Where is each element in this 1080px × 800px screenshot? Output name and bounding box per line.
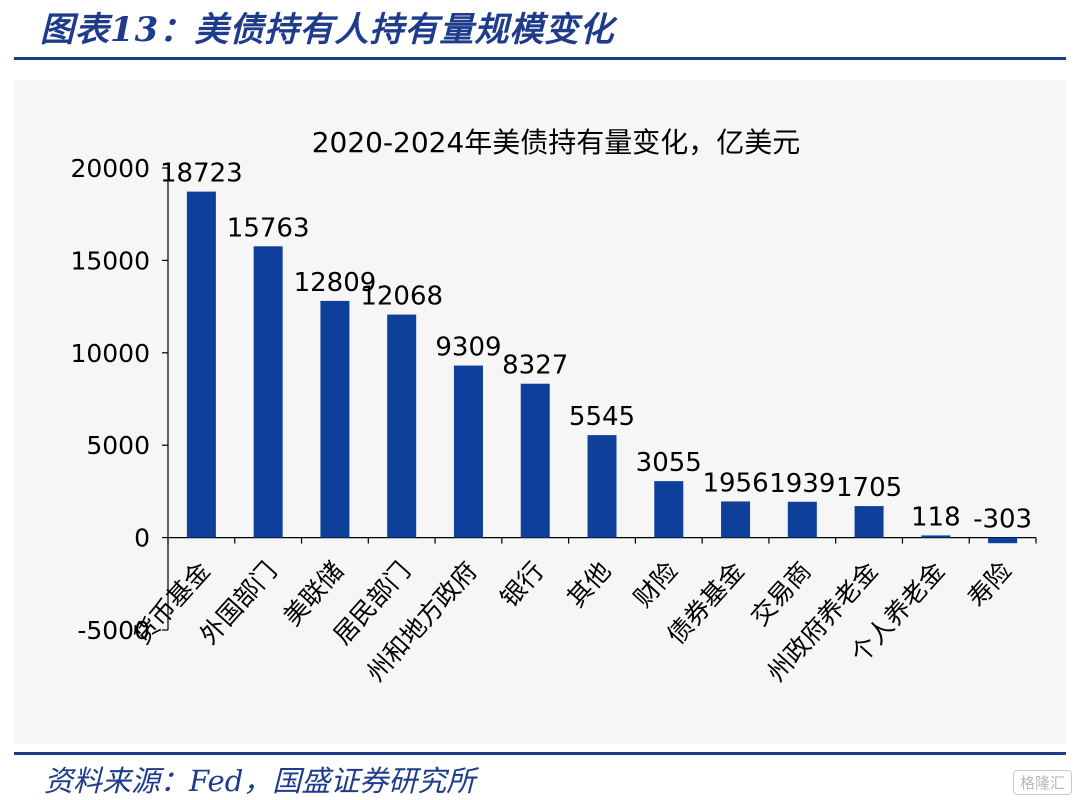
bar: [520, 383, 550, 538]
data-label: 3055: [636, 448, 702, 478]
data-label: 18723: [160, 159, 243, 189]
data-label: 12068: [360, 282, 443, 312]
data-label: 1939: [769, 469, 835, 499]
y-tick-label: 15000: [70, 246, 150, 275]
data-label: 9309: [435, 333, 501, 363]
y-tick-label: 0: [134, 524, 150, 553]
data-label: -303: [973, 505, 1032, 535]
bar: [787, 501, 817, 538]
data-label: 5545: [569, 402, 635, 432]
chart-title: 2020-2024年美债持有量变化，亿美元: [312, 126, 801, 159]
bar: [654, 481, 684, 538]
category-label: 财险: [628, 556, 683, 613]
data-label: 118: [911, 502, 961, 532]
data-label: 12809: [294, 268, 377, 298]
y-tick-label: 20000: [70, 154, 150, 183]
data-label: 1956: [702, 468, 768, 498]
axes: -5000 0 5000 10000 15000 20000: [70, 154, 1037, 645]
bar: [320, 300, 350, 538]
bar: [186, 191, 216, 538]
y-tick-label: 10000: [70, 339, 150, 368]
category-label: 其他: [561, 556, 616, 613]
bars-group: [186, 191, 1018, 544]
data-label: 15763: [227, 213, 310, 243]
bar: [387, 314, 417, 538]
top-rule: [14, 57, 1066, 60]
data-label: 1705: [836, 473, 902, 503]
category-label: 银行: [495, 556, 550, 613]
bar: [854, 506, 884, 538]
source-note: 资料来源：Fed，国盛证券研究所: [44, 764, 476, 798]
bar: [921, 535, 951, 538]
bar: [253, 246, 283, 538]
data-label: 8327: [502, 351, 568, 381]
bar: [453, 365, 483, 538]
bottom-rule: [14, 752, 1066, 755]
y-tick-label: -5000: [77, 616, 150, 645]
watermark: 格隆汇: [1012, 770, 1072, 795]
bar: [721, 501, 751, 538]
bar: [988, 537, 1018, 544]
bar: [587, 435, 617, 538]
category-label: 寿险: [962, 556, 1017, 613]
figure-title: 图表13：美债持有人持有量规模变化: [40, 10, 615, 50]
y-tick-label: 5000: [86, 431, 150, 460]
